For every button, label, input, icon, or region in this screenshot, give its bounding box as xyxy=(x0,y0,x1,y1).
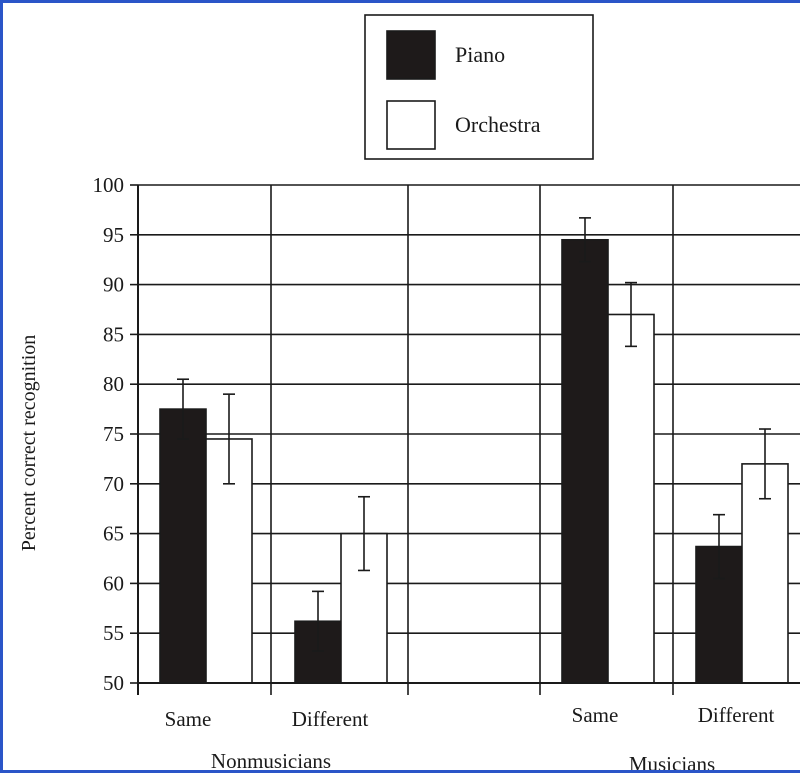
y-tick-label: 95 xyxy=(103,223,124,247)
legend-label: Orchestra xyxy=(455,112,541,137)
x-tick-label: Different xyxy=(292,707,369,731)
group-label: Musicians xyxy=(629,752,715,773)
bar-chart: 50 55 60 65 70 75 80 85 90 95 100 Same Different Nonm… xyxy=(18,14,800,773)
x-tick-label: Same xyxy=(572,703,619,727)
axis-layer: 50 55 60 65 70 75 80 85 90 95 100 Same Different Nonm… xyxy=(93,173,800,773)
y-tick-label: 50 xyxy=(103,671,124,695)
y-tick-label: 55 xyxy=(103,621,124,645)
grid-layer xyxy=(138,184,800,695)
legend-swatch xyxy=(386,100,436,150)
group-label: Nonmusicians xyxy=(211,749,331,773)
y-tick-label: 85 xyxy=(103,322,124,346)
y-tick-label: 70 xyxy=(103,472,124,496)
bar xyxy=(159,408,207,684)
x-tick-label: Same xyxy=(165,707,212,731)
y-tick-label: 100 xyxy=(93,173,125,197)
y-tick-label: 90 xyxy=(103,273,124,297)
legend: Piano Orchestra xyxy=(364,14,594,160)
bars-layer xyxy=(159,217,789,684)
y-tick-label: 65 xyxy=(103,522,124,546)
y-tick-label: 60 xyxy=(103,571,124,595)
y-axis-label: Percent correct recognition xyxy=(18,335,40,552)
y-tick-label: 80 xyxy=(103,372,124,396)
legend-label: Piano xyxy=(455,42,505,67)
y-tick-label: 75 xyxy=(103,422,124,446)
bar xyxy=(607,313,655,684)
bar xyxy=(561,238,609,684)
x-tick-label: Different xyxy=(698,703,775,727)
legend-swatch xyxy=(386,30,436,80)
